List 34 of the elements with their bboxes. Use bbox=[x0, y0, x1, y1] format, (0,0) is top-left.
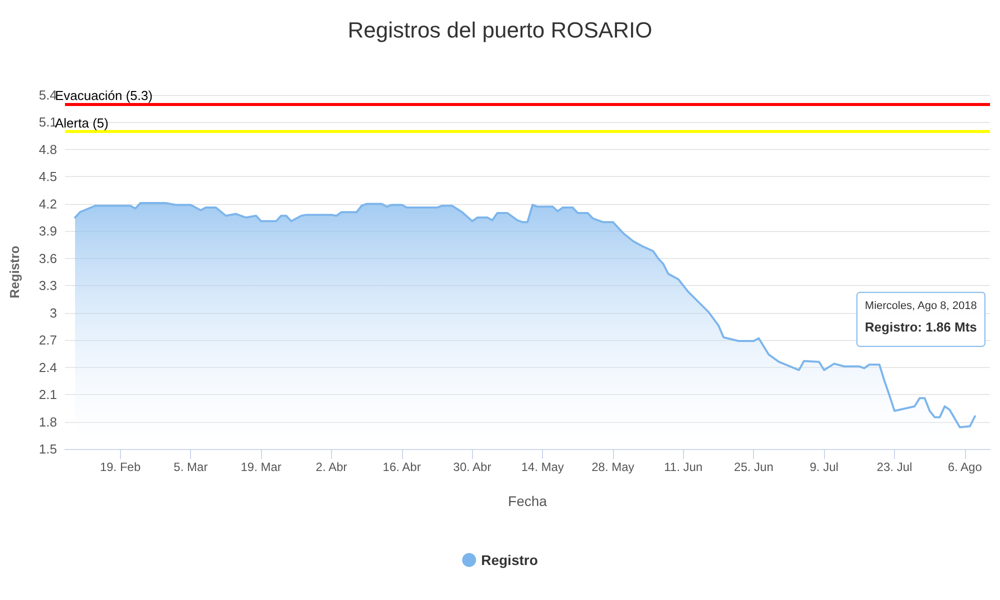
y-axis-title: Registro bbox=[7, 246, 22, 298]
y-tick-label: 5.4 bbox=[38, 88, 57, 102]
y-tick-label: 3.3 bbox=[38, 278, 57, 294]
y-tick-label: 3 bbox=[50, 305, 57, 320]
chart-title: Registros del puerto ROSARIO bbox=[348, 18, 652, 42]
legend-label: Registro bbox=[481, 552, 538, 568]
ref-line-label: Alerta (5) bbox=[55, 115, 108, 130]
x-tick-label: 25. Jun bbox=[734, 460, 774, 474]
y-tick-label: 4.8 bbox=[38, 142, 57, 157]
y-tick-label: 4.2 bbox=[38, 196, 57, 212]
x-tick-label: 19. Feb bbox=[100, 460, 141, 474]
x-tick-label: 19. Mar bbox=[240, 460, 282, 474]
y-tick-label: 3.9 bbox=[38, 224, 57, 239]
y-tick-label: 2.4 bbox=[38, 360, 57, 375]
y-tick-label: 2.1 bbox=[38, 387, 57, 402]
ref-line-label: Evacuación (5.3) bbox=[55, 88, 153, 104]
x-tick-label: 23. Jul bbox=[876, 460, 912, 474]
annotation: Registro: 1.86 Mts bbox=[864, 319, 977, 334]
y-tick-label: 2.7 bbox=[38, 332, 57, 348]
annotation: Miercoles, Ago 8, 2018 bbox=[864, 300, 977, 312]
x-tick-label: 5. Mar bbox=[174, 460, 208, 474]
x-tick-label: 11. Jun bbox=[664, 460, 703, 474]
y-tick-label: 3.6 bbox=[38, 250, 57, 266]
y-tick-label: 1.8 bbox=[38, 414, 57, 430]
x-tick-label: 6. Ago bbox=[948, 460, 982, 474]
x-axis-title: Fecha bbox=[508, 493, 548, 509]
y-tick-label: 4.5 bbox=[38, 169, 57, 184]
x-tick-label: 28. May bbox=[592, 460, 634, 474]
x-tick-label: 9. Jul bbox=[810, 460, 838, 474]
x-tick-label: 16. Abr bbox=[382, 460, 421, 474]
y-tick-label: 1.5 bbox=[38, 442, 57, 456]
x-tick-label: 14. May bbox=[521, 460, 564, 474]
x-tick-label: 30. Abr bbox=[453, 460, 492, 474]
x-tick-label: 2. Abr bbox=[316, 460, 348, 474]
